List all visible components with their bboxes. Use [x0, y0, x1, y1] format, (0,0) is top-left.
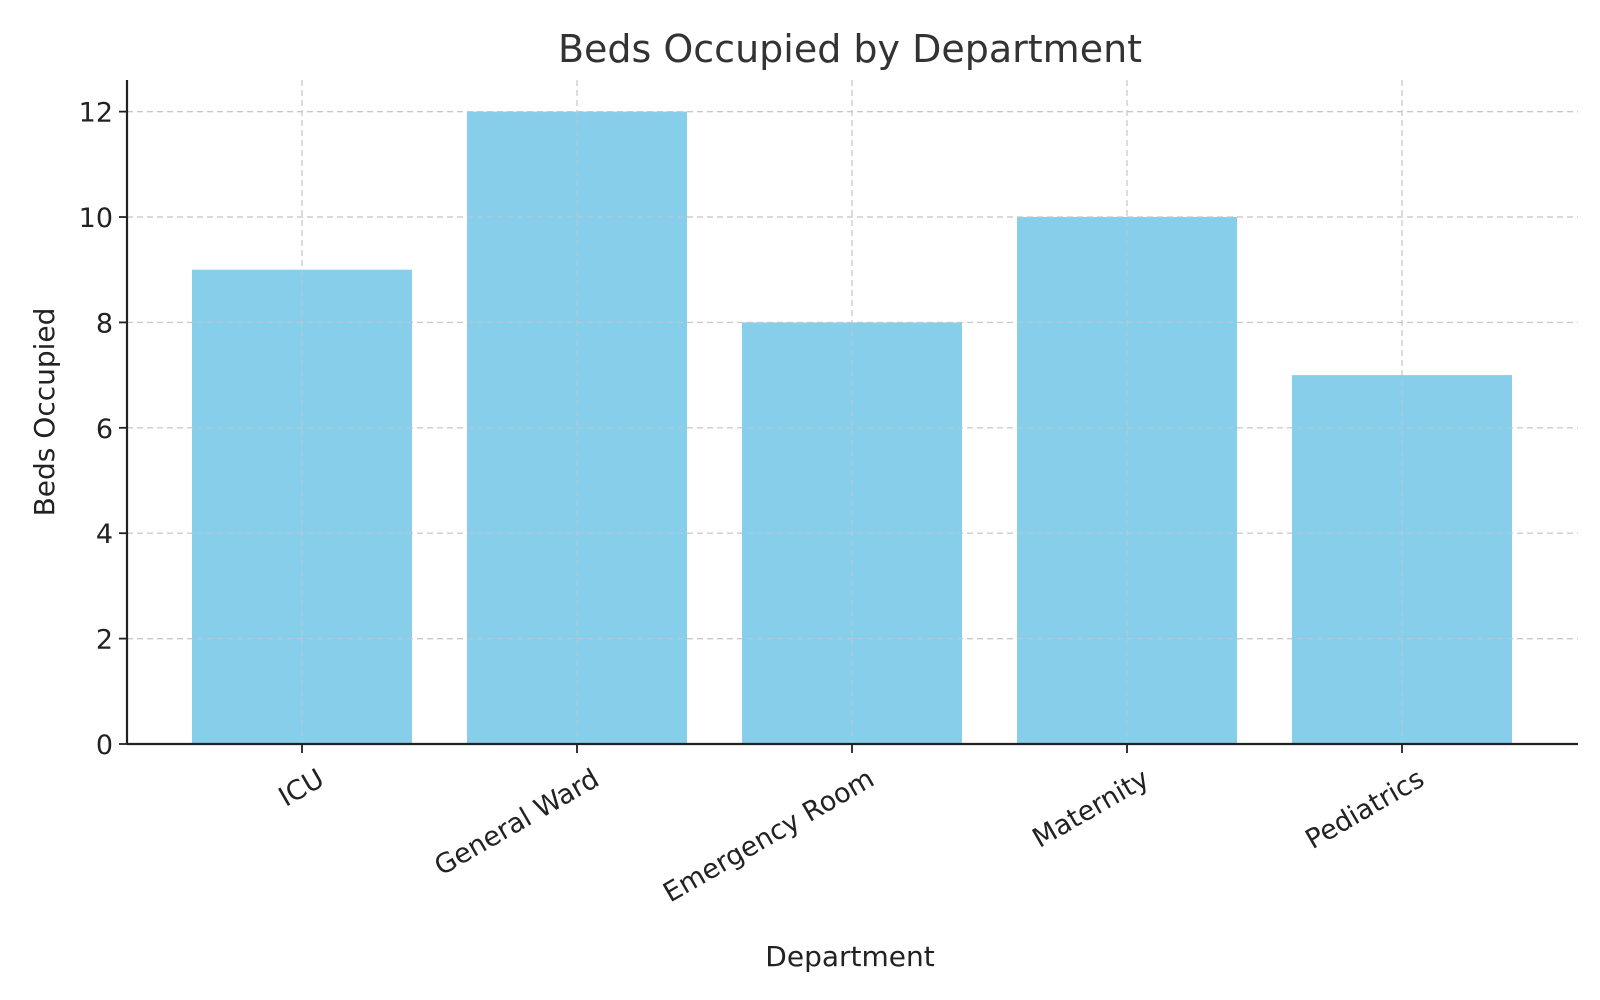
- y-ticks-layer: 0 2 4 6 8 10 12: [79, 98, 127, 761]
- x-axis-label: Department: [765, 940, 934, 973]
- y-tick-label: 6: [96, 414, 113, 445]
- chart-title: Beds Occupied by Department: [558, 27, 1142, 71]
- x-tick-label: ICU: [274, 763, 330, 813]
- x-tick-label: Emergency Room: [658, 763, 879, 909]
- y-axis-label: Beds Occupied: [28, 308, 61, 517]
- x-ticks-layer: ICU General Ward Emergency Room Maternity Pe…: [274, 744, 1430, 909]
- y-tick-label: 2: [96, 625, 113, 656]
- y-tick-label: 12: [79, 98, 113, 129]
- y-tick-label: 10: [79, 203, 113, 234]
- x-tick-label: Pediatrics: [1300, 763, 1429, 855]
- x-tick-label: Maternity: [1027, 763, 1154, 854]
- y-tick-label: 8: [96, 308, 113, 339]
- bars-layer: [127, 80, 1578, 745]
- x-tick-label: General Ward: [429, 763, 604, 882]
- y-tick-label: 0: [96, 730, 113, 761]
- y-tick-label: 4: [96, 519, 113, 550]
